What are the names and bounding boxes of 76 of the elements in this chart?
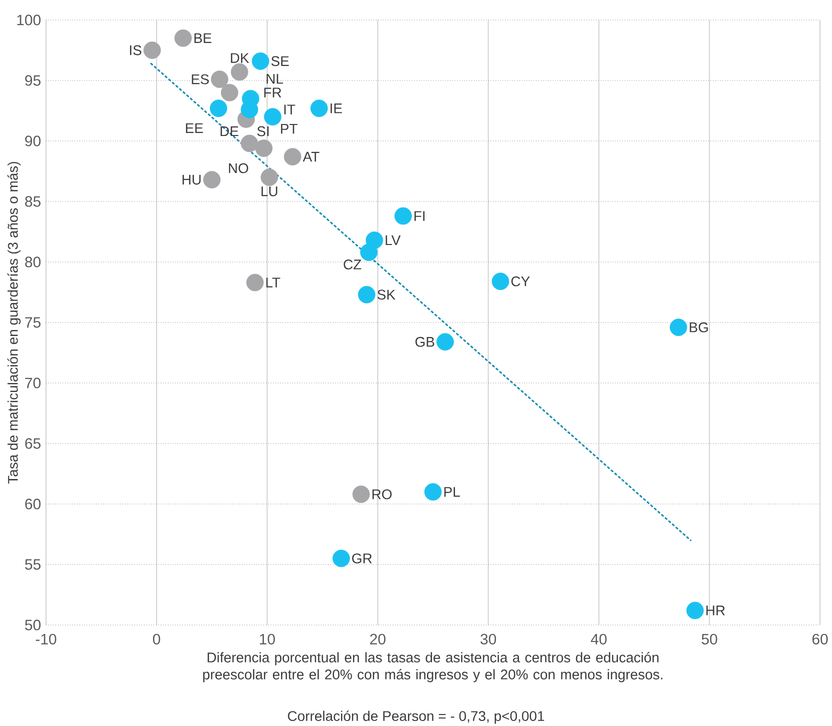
point (255, 140, 273, 157)
point (492, 272, 510, 290)
x-tick-label: 40 (590, 634, 607, 644)
annotation: NO (228, 163, 248, 174)
point (436, 333, 454, 351)
point (252, 52, 270, 70)
point (686, 602, 704, 620)
annotation: RO (372, 489, 392, 500)
y-tick-label: 50 (25, 620, 41, 630)
x-axis-title: Diferencia porcentual en las tasas de asistencia a centros de educación preescolar entre el 20% con más ingresos y el 20% con menos ingresos. (203, 652, 662, 682)
annotation: IT (284, 104, 296, 114)
y-tick-label: 70 (25, 378, 41, 388)
y-tick-label: 90 (25, 136, 41, 146)
y-tick-label: 100 (17, 14, 41, 26)
annotation: FI (414, 211, 424, 221)
point (240, 134, 258, 152)
annotation: AT (302, 152, 320, 162)
point (203, 171, 221, 188)
point (358, 286, 376, 304)
annotation: CY (511, 276, 530, 286)
point (260, 168, 278, 186)
annotation: DK (230, 53, 250, 63)
annotation: CZ (344, 260, 362, 270)
annotation: GR (352, 553, 372, 564)
y-tick-label: 95 (25, 75, 41, 86)
annotation: PL (444, 487, 460, 497)
annotation: BE (194, 33, 212, 43)
annotation: IS (130, 45, 142, 56)
x-tick-label: 60 (812, 634, 828, 644)
point (360, 244, 378, 262)
x-tick-label: -10 (36, 634, 56, 644)
annotation: LT (266, 278, 280, 288)
text: Correlación de Pearson = - 0,73, p<0,001 (288, 710, 544, 724)
annotation: EE (186, 123, 203, 133)
annotation: GB (415, 336, 434, 347)
annotation: HU (182, 174, 201, 185)
y-tick-label: 85 (25, 196, 41, 207)
y-tick-label: 75 (25, 317, 41, 328)
annotation: PT (281, 124, 298, 134)
x-tick-label: 30 (480, 634, 496, 644)
annotation: SK (378, 290, 396, 300)
x-tick-label: 20 (370, 634, 386, 644)
point (352, 486, 370, 504)
annotation: SE (271, 56, 289, 66)
y-tick-label: 60 (25, 498, 41, 510)
point (332, 550, 350, 568)
point (246, 274, 264, 292)
annotation: HR (706, 606, 725, 616)
x-tick-label: 0 (153, 634, 160, 644)
annotation: LU (262, 186, 278, 196)
point (670, 318, 688, 336)
point (394, 207, 412, 225)
annotation: DE (220, 126, 238, 136)
y-tick-label: 65 (25, 438, 41, 449)
y-tick-label: 55 (25, 559, 41, 570)
point (284, 148, 302, 166)
point (264, 108, 282, 126)
annotation: BG (690, 322, 708, 332)
point (220, 84, 238, 102)
point (143, 42, 161, 59)
annotation: NL (266, 74, 283, 84)
annotation: FR (264, 88, 282, 98)
x-tick-label: 50 (702, 634, 718, 644)
point (210, 100, 228, 118)
annotation: LV (386, 235, 401, 246)
point (210, 70, 228, 88)
y-tick-label: 80 (25, 256, 41, 268)
annotation: SI (257, 126, 269, 136)
point (310, 100, 328, 118)
x-tick-label: 10 (260, 634, 275, 644)
annotation: ES (192, 74, 209, 84)
point (424, 483, 442, 501)
point (174, 29, 192, 47)
y-axis-title: Tasa de matriculación en guarderías (3 años o más) (7, 162, 21, 484)
point (230, 63, 248, 81)
annotation: IE (330, 104, 342, 114)
